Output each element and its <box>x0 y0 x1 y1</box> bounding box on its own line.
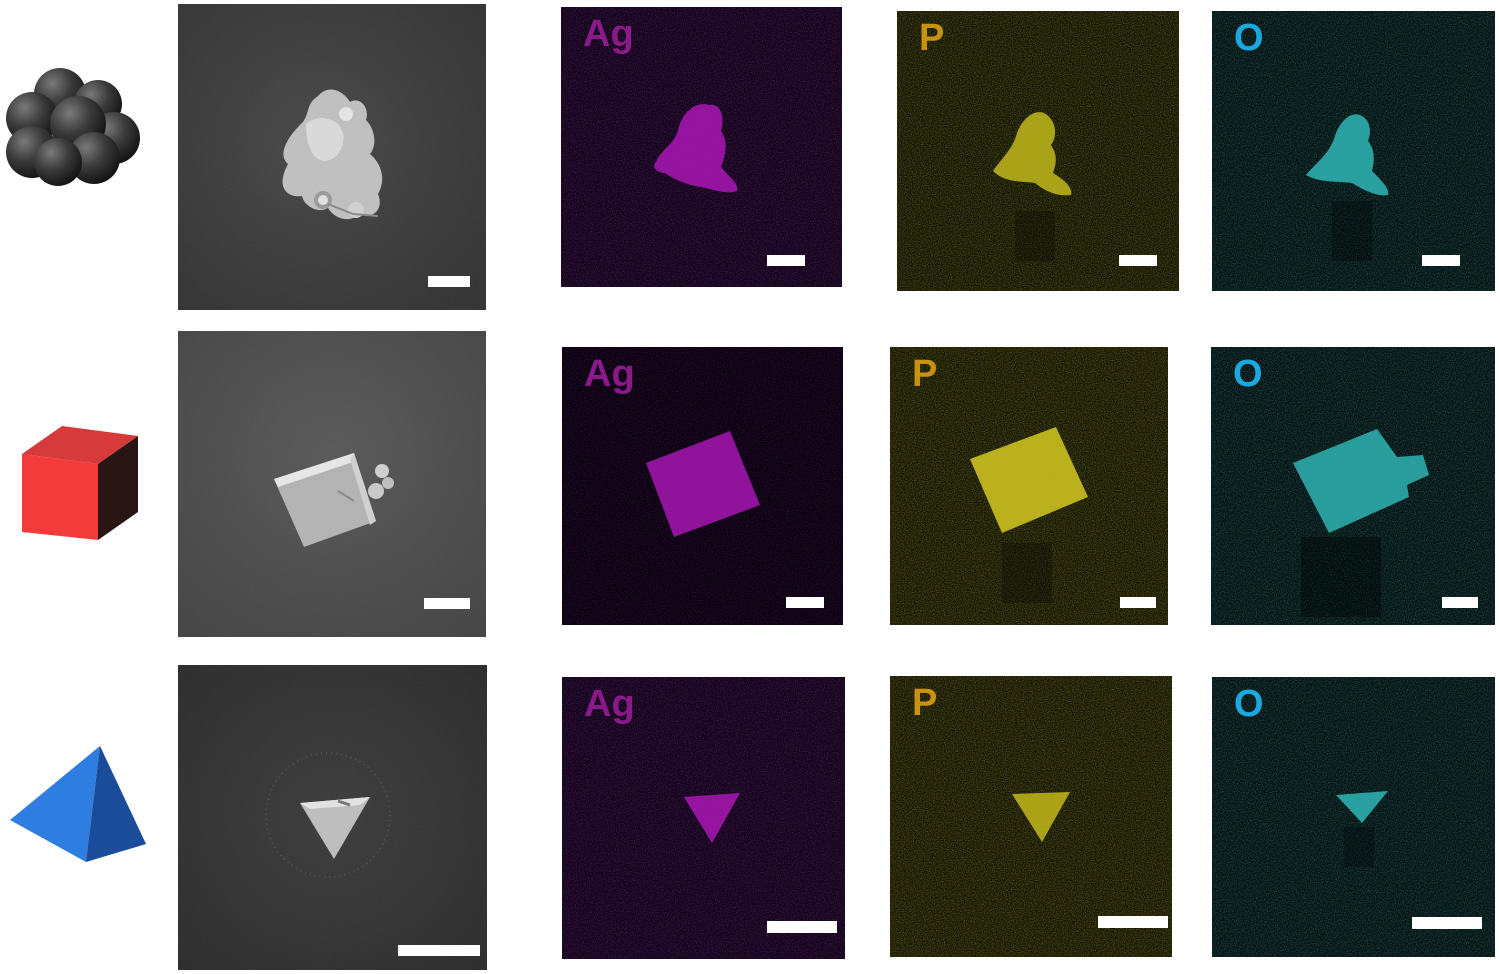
blue-tetrahedron-icon <box>8 744 148 864</box>
eds-map-o-cube: O <box>1211 347 1495 625</box>
scale-bar <box>1422 255 1460 266</box>
scale-bar <box>1442 597 1478 608</box>
element-label: Ag <box>584 353 635 395</box>
eds-map-p-cluster: P <box>897 11 1179 291</box>
eds-map-o-cluster: O <box>1212 11 1495 291</box>
scale-bar <box>424 598 470 609</box>
element-label: P <box>919 17 945 59</box>
scale-bar <box>1120 597 1156 608</box>
scale-bar <box>1119 255 1157 266</box>
element-label: P <box>912 353 938 395</box>
sem-image-cluster <box>178 4 486 310</box>
eds-map-p-tetrahedron: P <box>890 676 1172 957</box>
sem-image-cube <box>178 331 486 637</box>
element-label: O <box>1234 17 1264 59</box>
scale-bar <box>767 255 805 266</box>
scale-bar <box>428 276 470 287</box>
eds-map-o-tetrahedron: O <box>1212 677 1495 957</box>
eds-map-ag-cluster: Ag <box>561 7 842 287</box>
element-label: Ag <box>583 13 634 55</box>
eds-map-p-cube: P <box>890 347 1168 625</box>
scale-bar <box>786 597 824 608</box>
scale-bar <box>1098 916 1168 928</box>
scale-bar <box>398 945 480 956</box>
eds-map-ag-cube: Ag <box>562 347 843 625</box>
red-cube-icon <box>20 424 140 542</box>
element-label: O <box>1233 353 1263 395</box>
element-label: Ag <box>584 683 635 725</box>
sphere-cluster-icon <box>2 66 144 188</box>
element-label: O <box>1234 683 1264 725</box>
element-label: P <box>912 682 938 724</box>
scale-bar <box>1412 917 1482 929</box>
scale-bar <box>767 921 837 933</box>
sem-image-tetrahedron <box>178 665 487 970</box>
eds-map-ag-tetrahedron: Ag <box>562 677 845 959</box>
